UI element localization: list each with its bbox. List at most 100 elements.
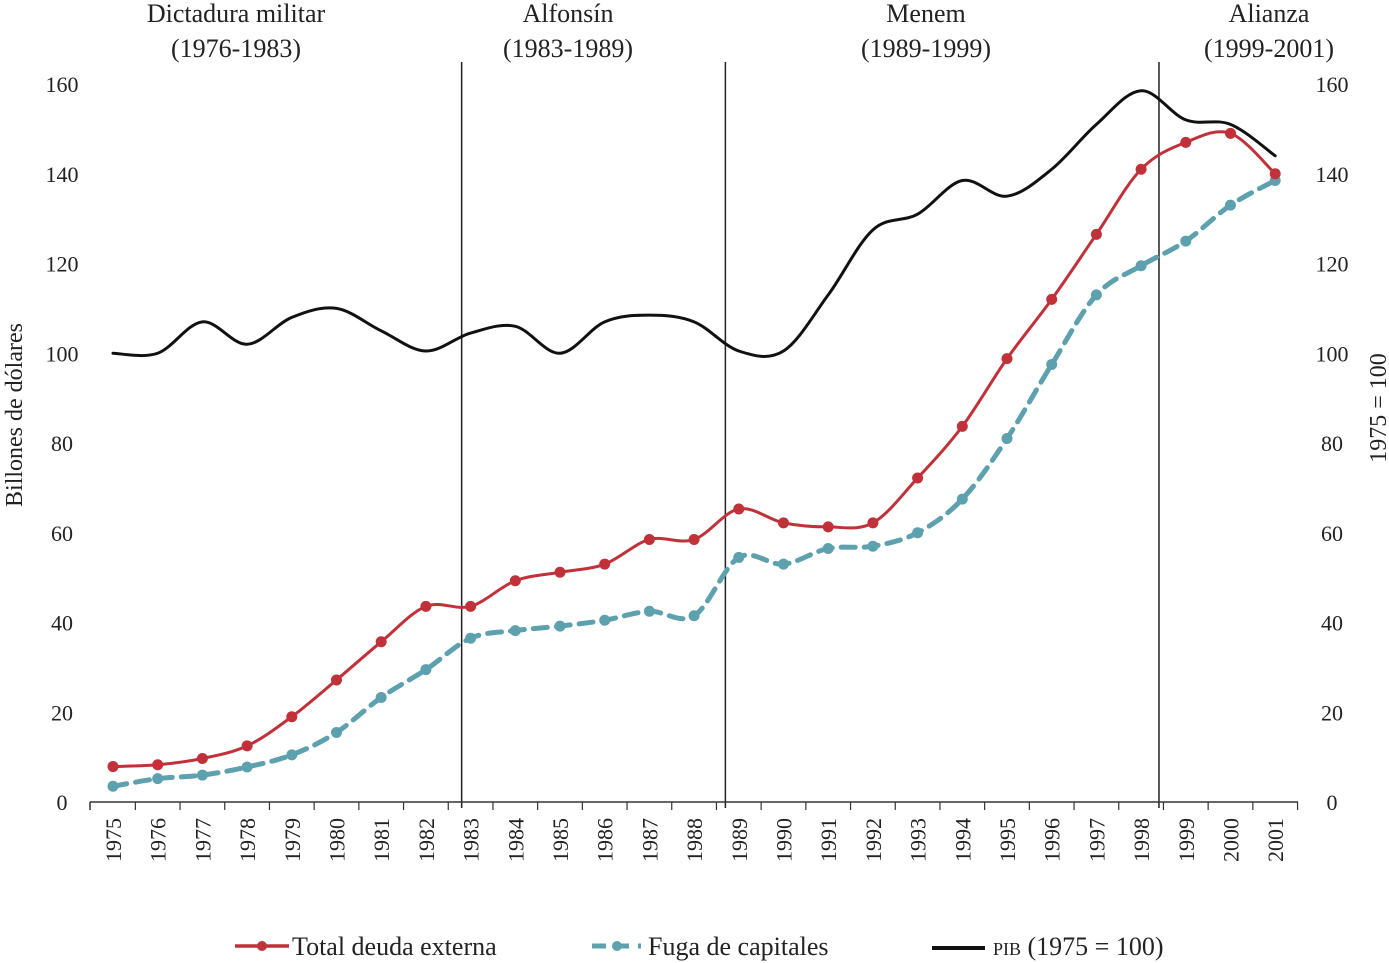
- y-axis-title-left: Billones de dólares: [2, 323, 28, 507]
- period-label-menem-name: Menem: [886, 0, 965, 28]
- period-label-alfonsin-years: (1983-1989): [503, 34, 633, 63]
- period-label-menem-years: (1989-1999): [861, 34, 991, 63]
- data-point-fuga-de-capitales-1991: [822, 542, 834, 554]
- y-tick-label-left: 40: [51, 611, 73, 636]
- data-point-total-deuda-externa-1997: [1090, 228, 1102, 240]
- y-tick-label-right: 140: [1316, 162, 1349, 187]
- data-point-total-deuda-externa-1984: [509, 575, 521, 587]
- series-line-pib: [111, 89, 1277, 358]
- data-point-fuga-de-capitales-1990: [778, 558, 789, 570]
- x-tick-label: 1999: [1174, 818, 1199, 862]
- period-label-dictadura-years: (1976-1983): [171, 34, 301, 63]
- y-tick-label-left: 60: [51, 521, 73, 546]
- data-point-fuga-de-capitales-2000: [1225, 199, 1236, 211]
- y-tick-label-right: 100: [1316, 341, 1349, 366]
- x-tick-label: 1983: [459, 818, 484, 862]
- x-tick-label: 1994: [950, 818, 975, 862]
- data-point-total-deuda-externa-1990: [778, 517, 789, 529]
- x-tick-label: 1979: [280, 818, 305, 862]
- x-tick-label: 1988: [682, 818, 707, 862]
- data-point-fuga-de-capitales-1981: [375, 691, 387, 703]
- y-tick-label-right: 20: [1321, 700, 1343, 725]
- legend-label-pib-abbr: pib: [993, 932, 1021, 961]
- x-tick-label: 1977: [190, 818, 215, 862]
- legend-label-pib: pib (1975 = 100): [993, 932, 1164, 961]
- legend-label-pib-rest: (1975 = 100): [1021, 932, 1163, 961]
- x-tick-label: 1989: [727, 818, 752, 862]
- data-point-total-deuda-externa-1976: [152, 759, 164, 771]
- y-axis-title-right: 1975 = 100: [1366, 353, 1389, 463]
- data-point-total-deuda-externa-1983: [465, 600, 477, 612]
- legend-label-fuga: Fuga de capitales: [648, 932, 829, 961]
- y-tick-label-right: 0: [1327, 790, 1338, 815]
- data-point-total-deuda-externa-1998: [1135, 163, 1147, 175]
- data-point-fuga-de-capitales-1997: [1090, 289, 1102, 301]
- data-point-fuga-de-capitales-1993: [912, 527, 924, 539]
- x-tick-label: 2001: [1263, 818, 1288, 862]
- x-tick-label: 1986: [593, 818, 618, 862]
- data-point-total-deuda-externa-1977: [196, 752, 208, 764]
- data-point-fuga-de-capitales-1987: [643, 605, 655, 617]
- x-tick-label: 2000: [1219, 818, 1244, 862]
- data-point-total-deuda-externa-1978: [241, 740, 253, 752]
- data-point-fuga-de-capitales-1976: [152, 773, 164, 785]
- x-tick-label: 1996: [1040, 818, 1065, 862]
- data-point-total-deuda-externa-1992: [867, 517, 879, 529]
- x-tick-label: 1978: [235, 818, 260, 862]
- period-label-dictadura-name: Dictadura militar: [147, 0, 326, 28]
- data-point-fuga-de-capitales-1985: [554, 620, 566, 632]
- data-point-fuga-de-capitales-1978: [241, 761, 253, 773]
- period-label-alfonsin-name: Alfonsín: [523, 0, 614, 28]
- data-point-fuga-de-capitales-1982: [420, 664, 432, 676]
- data-point-fuga-de-capitales-1988: [688, 610, 700, 622]
- data-point-total-deuda-externa-1988: [688, 533, 700, 545]
- x-tick-label: 1976: [146, 818, 171, 862]
- period-labels: Dictadura militar (1976-1983) Alfonsín (…: [147, 0, 1334, 63]
- y-tick-label-left: 0: [57, 790, 68, 815]
- x-tick-label: 1990: [772, 818, 797, 862]
- data-point-total-deuda-externa-1993: [912, 472, 924, 484]
- series-layer: [107, 89, 1281, 792]
- period-dividers: [460, 62, 1160, 808]
- data-point-fuga-de-capitales-1999: [1180, 235, 1192, 247]
- data-point-total-deuda-externa-1989: [733, 503, 745, 515]
- data-point-total-deuda-externa-2001: [1269, 168, 1281, 180]
- data-point-total-deuda-externa-1981: [375, 636, 387, 648]
- axes: [89, 801, 1299, 810]
- data-point-fuga-de-capitales-1983: [465, 632, 477, 644]
- data-point-total-deuda-externa-1985: [554, 566, 566, 578]
- series-line-fuga-de-capitales: [110, 177, 1278, 789]
- data-point-fuga-de-capitales-1998: [1135, 260, 1147, 272]
- data-point-total-deuda-externa-2000: [1225, 127, 1236, 139]
- x-tick-label: 1992: [861, 818, 886, 862]
- x-tick-label: 1993: [906, 818, 931, 862]
- x-tick-label: 1998: [1129, 818, 1154, 862]
- legend: Total deuda externa Fuga de capitales pi…: [235, 932, 1164, 961]
- data-point-fuga-de-capitales-1984: [509, 625, 521, 637]
- x-tick-label: 1975: [101, 818, 126, 862]
- data-point-total-deuda-externa-1991: [822, 521, 834, 533]
- x-tick-label: 1982: [414, 818, 439, 862]
- y-tick-label-left: 120: [46, 252, 79, 277]
- x-tick-label: 1985: [548, 818, 573, 862]
- y-tick-label-left: 80: [51, 431, 73, 456]
- y-tick-label-left: 20: [51, 700, 73, 725]
- data-point-fuga-de-capitales-1989: [733, 551, 745, 563]
- y-tick-label-right: 120: [1316, 252, 1349, 277]
- data-point-fuga-de-capitales-1996: [1046, 358, 1058, 370]
- period-label-alianza-years: (1999-2001): [1204, 34, 1334, 63]
- y-tick-label-left: 100: [46, 341, 79, 366]
- period-label-alianza-name: Alianza: [1229, 0, 1310, 28]
- y-tick-label-right: 80: [1321, 431, 1343, 456]
- x-tick-label: 1995: [995, 818, 1020, 862]
- data-point-total-deuda-externa-1994: [956, 420, 968, 432]
- data-point-total-deuda-externa-1995: [1001, 353, 1013, 365]
- series-pib: [111, 89, 1277, 358]
- data-point-total-deuda-externa-1979: [286, 711, 298, 723]
- data-point-fuga-de-capitales-1977: [196, 769, 208, 781]
- data-point-total-deuda-externa-1986: [599, 558, 611, 570]
- data-point-fuga-de-capitales-1994: [956, 493, 968, 505]
- y-tick-label-right: 60: [1321, 521, 1343, 546]
- data-point-total-deuda-externa-1980: [331, 674, 342, 686]
